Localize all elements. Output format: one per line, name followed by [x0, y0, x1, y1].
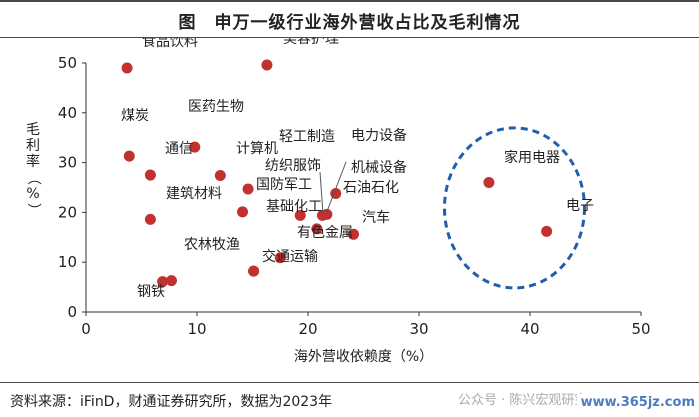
point-label: 建筑材料	[166, 186, 222, 202]
y-tick-label: 40	[58, 104, 77, 122]
point-label: 纺织服饰	[265, 158, 321, 174]
footer: 资料来源：iFinD，财通证券研究所，数据为2023年 公众号 · 陈兴宏观研究…	[0, 382, 699, 417]
leader-line	[325, 161, 347, 215]
data-point	[248, 265, 260, 277]
y-tick-label: 30	[58, 154, 77, 172]
data-point	[214, 170, 226, 182]
point-label: 轻工制造	[279, 129, 335, 145]
data-point	[311, 223, 323, 235]
y-axis-title-char: ）	[25, 203, 41, 217]
y-axis-title-char: （	[25, 171, 41, 185]
point-label: 交通运输	[262, 248, 318, 265]
point-label: 基础化工	[266, 198, 322, 215]
data-point	[321, 208, 333, 220]
point-label: 石油石化	[343, 180, 399, 196]
y-tick-label: 20	[58, 203, 77, 221]
x-tick-label: 10	[187, 320, 206, 338]
data-point	[121, 62, 133, 74]
data-point	[237, 206, 249, 218]
data-point	[189, 141, 201, 153]
chart-title: 图 申万一级行业海外营收占比及毛利情况	[178, 13, 521, 33]
data-point	[483, 177, 495, 189]
y-tick-label: 10	[58, 253, 77, 271]
watermark: 公众号 · 陈兴宏观研究	[458, 393, 588, 408]
x-axis-title: 海外营收依赖度（%）	[294, 349, 433, 365]
point-label: 美容护理	[283, 38, 339, 47]
data-point	[294, 209, 306, 221]
y-axis-title-char: 毛	[26, 122, 40, 138]
point-label: 国防军工	[256, 177, 312, 193]
point-label: 农林牧渔	[184, 237, 240, 253]
data-point	[541, 225, 553, 237]
highlight-circle	[442, 126, 586, 290]
data-point	[348, 228, 360, 240]
x-tick-label: 50	[631, 320, 650, 338]
data-points	[121, 59, 553, 288]
site-badge[interactable]: www.365jz.com	[576, 394, 699, 411]
y-tick-label: 0	[67, 303, 77, 321]
data-point	[274, 252, 286, 264]
title-bar: 图 申万一级行业海外营收占比及毛利情况	[0, 0, 699, 38]
highlight-group	[442, 126, 586, 290]
data-point	[242, 183, 254, 195]
x-tick-label: 30	[409, 320, 428, 338]
x-tick-label: 0	[81, 320, 91, 338]
point-label: 煤炭	[121, 108, 149, 124]
y-axis-title-char: 率	[26, 153, 40, 170]
y-axis-title-char: 利	[26, 138, 40, 154]
y-axis-title-char: %	[26, 186, 39, 202]
point-label: 通信	[165, 141, 193, 157]
leader-line	[319, 171, 324, 215]
source-note: 资料来源：iFinD，财通证券研究所，数据为2023年	[10, 394, 333, 410]
axes: 0 10 20 30 40 50 0 10 20 30 40 50 海外营收依赖度（%） 毛利率（%）	[25, 54, 651, 365]
point-label: 计算机	[236, 141, 278, 157]
data-point	[261, 59, 273, 71]
point-label: 电力设备	[351, 127, 407, 144]
x-tick-label: 40	[520, 320, 539, 338]
scatter-chart: 0 10 20 30 40 50 0 10 20 30 40 50 海外营收依赖度（%） 毛利率（%） 食…	[25, 38, 651, 365]
data-point	[123, 150, 135, 162]
point-label: 有色金属	[297, 224, 353, 241]
x-tick-label: 20	[298, 320, 317, 338]
point-label: 钢铁	[137, 284, 165, 300]
point-label: 食品饮料	[142, 38, 198, 50]
point-label: 机械设备	[351, 159, 407, 176]
point-label: 汽车	[362, 209, 390, 226]
data-point	[144, 213, 156, 225]
data-point	[144, 169, 156, 181]
point-label: 电子	[566, 198, 594, 214]
y-tick-label: 50	[58, 54, 77, 72]
point-label: 家用电器	[504, 149, 560, 166]
data-point	[165, 275, 177, 287]
data-point	[157, 276, 169, 288]
point-label: 医药生物	[188, 99, 244, 115]
